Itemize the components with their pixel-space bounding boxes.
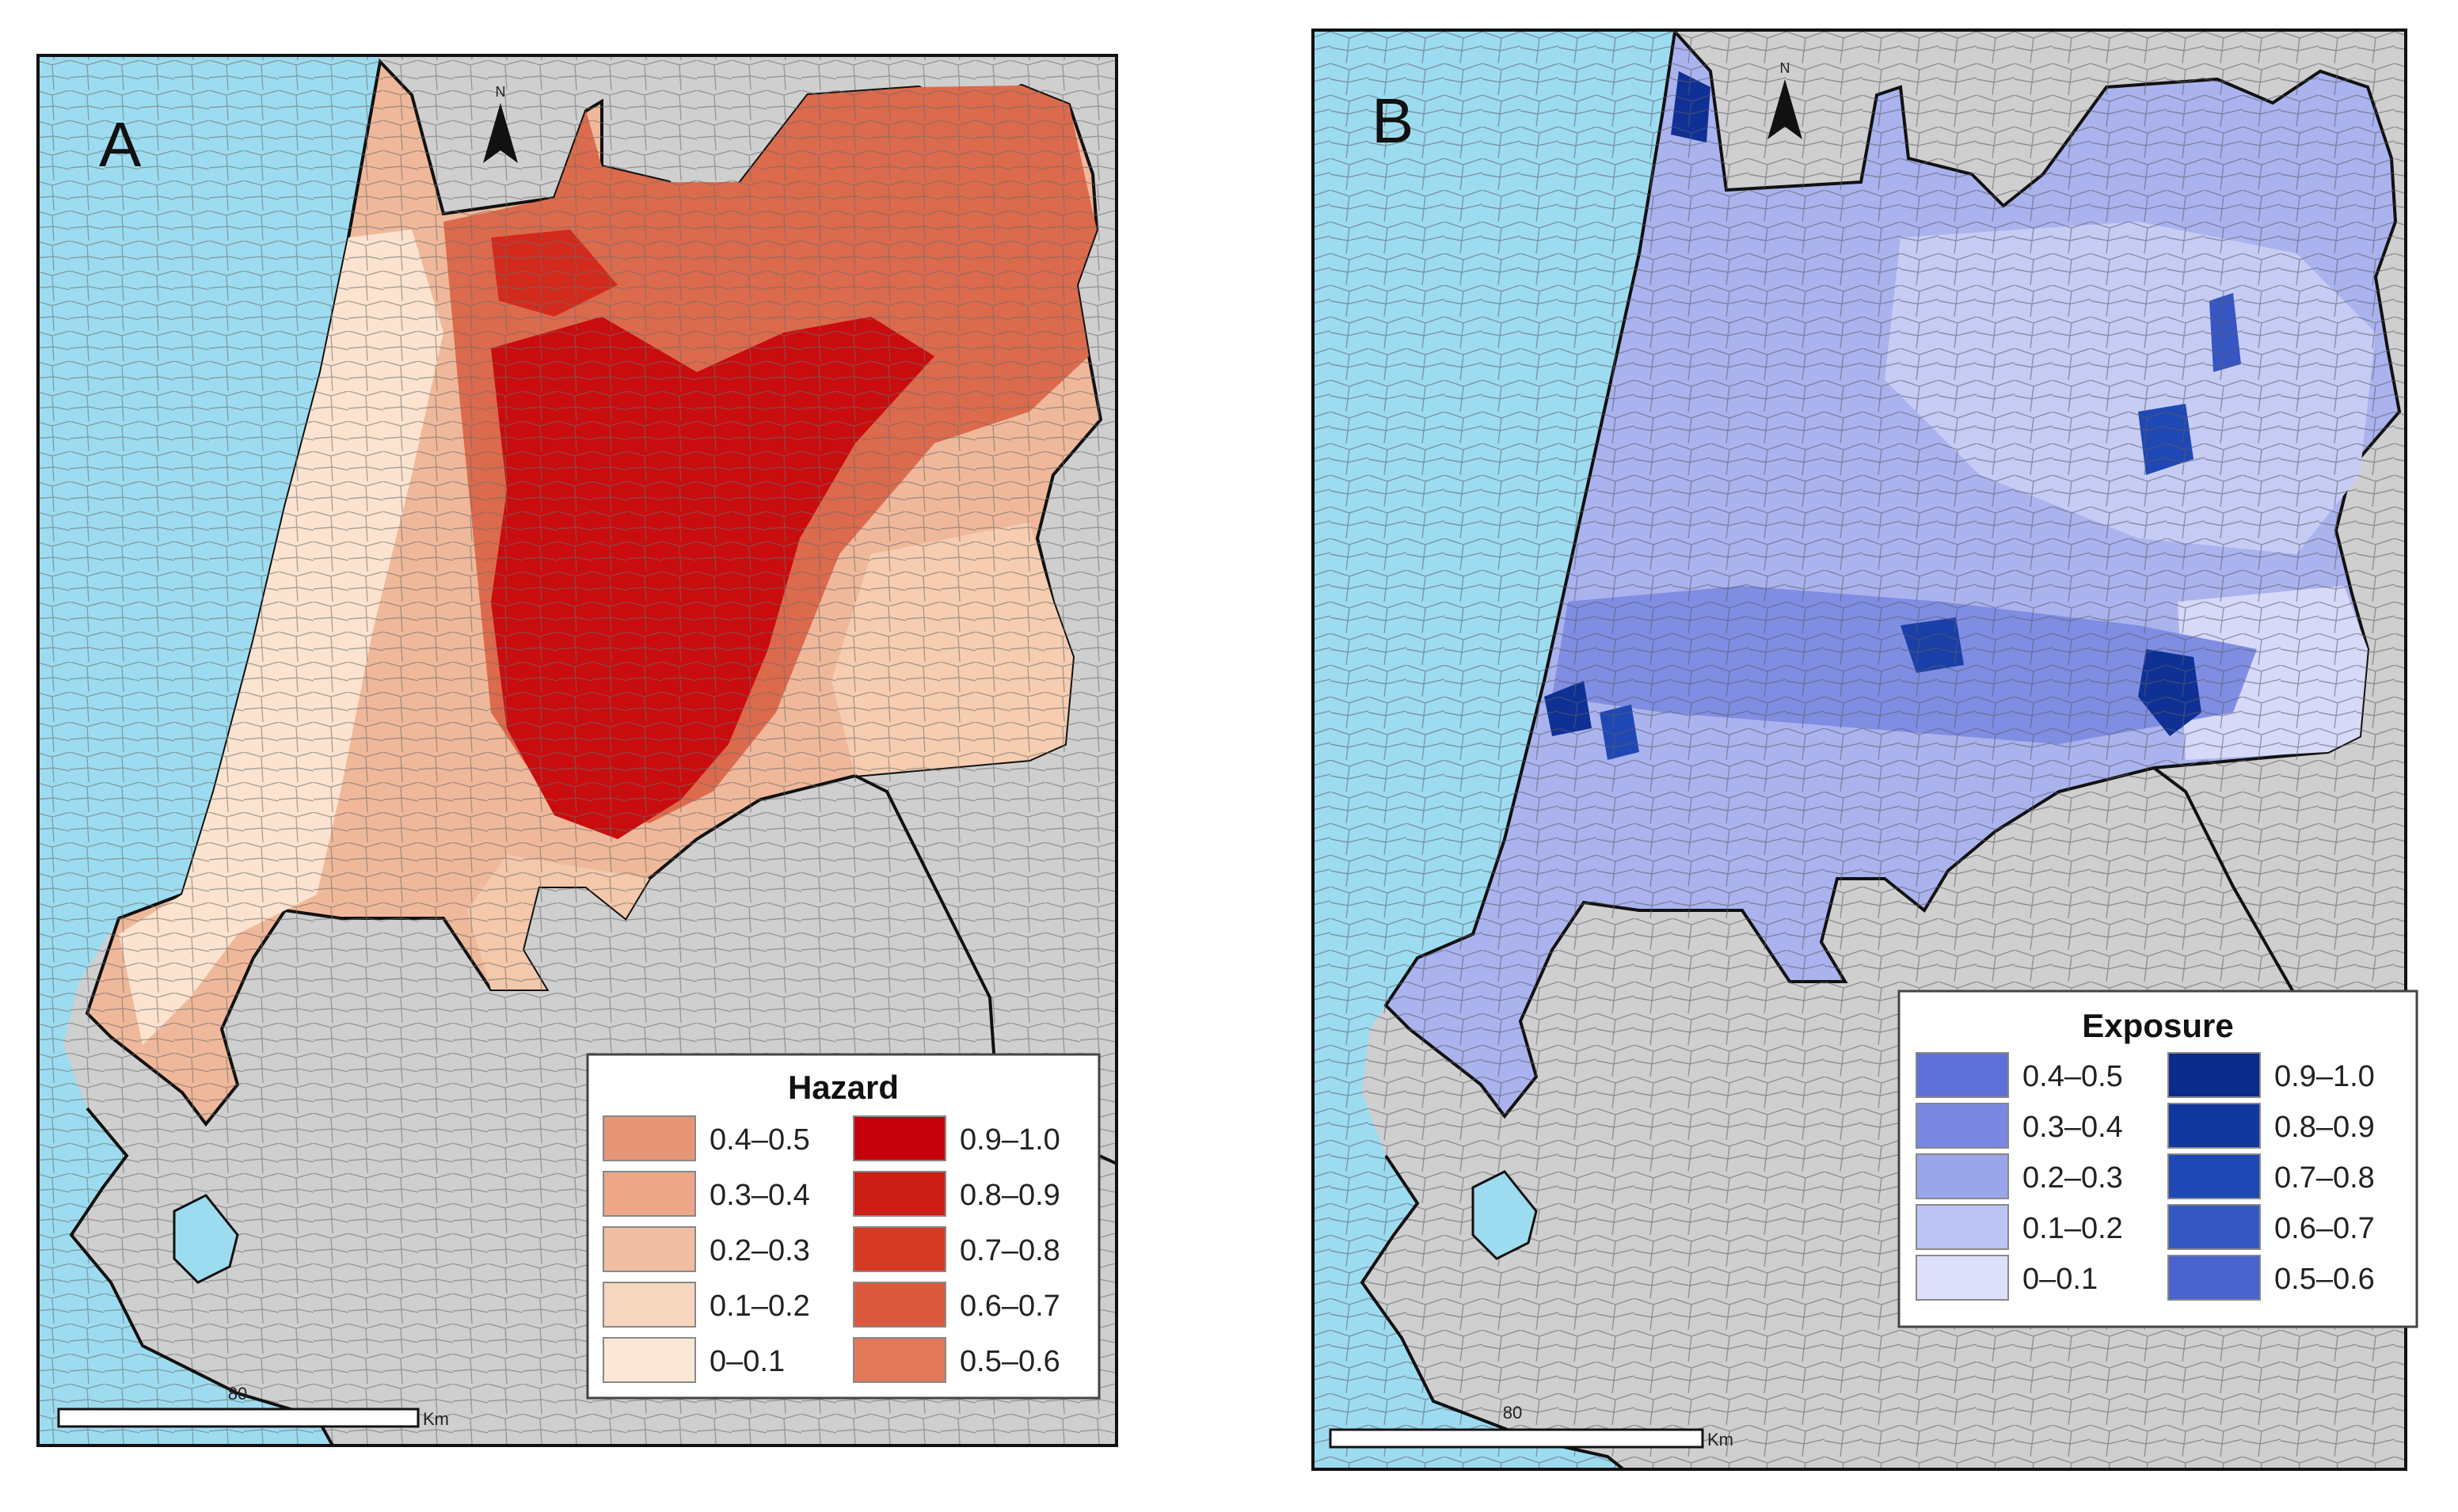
panel-b-scale-value: 80: [1503, 1403, 1522, 1423]
panel-b-legend-swatch-left-1: [1916, 1103, 2009, 1149]
panel-b-legend-swatch-left-2: [1916, 1153, 2009, 1199]
panel-a-estuary: [173, 1194, 239, 1284]
panel-b-north-letter: N: [1780, 60, 1790, 76]
panel-a-legend-label-left-4: 0–0.1: [710, 1345, 785, 1378]
panel-b-legend-swatch-right-3: [2167, 1204, 2261, 1250]
panel-a-legend-swatch-right-3: [853, 1282, 946, 1328]
panel-a-scale-unit: Km: [423, 1409, 449, 1429]
panel-a-legend-swatch-right-2: [853, 1226, 946, 1272]
panel-a-legend-label-right-1: 0.8–0.9: [960, 1179, 1060, 1212]
panel-a-scale-value: 80: [228, 1384, 247, 1404]
panel-a-legend-swatch-right-4: [853, 1337, 946, 1383]
panel-a-legend-left-column: 0.4–0.5 0.3–0.4 0.2–0.3 0.1–0.2 0–0.1: [603, 1115, 810, 1383]
panel-b-estuary: [1471, 1170, 1538, 1260]
panel-b-legend-label-right-4: 0.5–0.6: [2274, 1263, 2375, 1296]
panel-b-legend-label-right-1: 0.8–0.9: [2274, 1111, 2375, 1144]
panel-b-legend-swatch-right-0: [2167, 1052, 2261, 1098]
panel-b-legend-label-right-0: 0.9–1.0: [2274, 1060, 2375, 1093]
panel-b-legend-label-left-1: 0.3–0.4: [2022, 1111, 2123, 1144]
panel-a-legend-swatch-left-1: [603, 1171, 696, 1217]
panel-b-legend-label-left-4: 0–0.1: [2022, 1263, 2098, 1296]
panel-a-frame: [36, 54, 1118, 1447]
panel-b-legend-label-right-3: 0.6–0.7: [2274, 1212, 2375, 1245]
panel-b-legend-swatch-right-2: [2167, 1153, 2261, 1199]
panel-a-north-letter: N: [496, 84, 506, 100]
panel-a-legend-swatch-right-0: [853, 1115, 946, 1161]
panel-a-legend-swatch-left-0: [603, 1115, 696, 1161]
panel-a-legend-swatch-left-4: [603, 1337, 696, 1383]
panel-a-legend-title: Hazard: [788, 1069, 899, 1106]
panel-a-legend-swatch-left-2: [603, 1226, 696, 1272]
panel-a-legend-label-left-2: 0.2–0.3: [710, 1234, 810, 1267]
panel-a-map: [38, 55, 1117, 1446]
panel-a-legend-swatch-left-3: [603, 1282, 696, 1328]
panel-b-legend-label-right-2: 0.7–0.8: [2274, 1161, 2375, 1195]
panel-b-legend-label-left-3: 0.1–0.2: [2022, 1212, 2123, 1245]
panel-b-map: [1313, 30, 2406, 1469]
panel-b-legend-swatch-left-4: [1916, 1255, 2009, 1301]
panel-a-legend-label-right-4: 0.5–0.6: [960, 1345, 1060, 1378]
panel-b-frame: [1311, 28, 2407, 1471]
panel-b-legend-swatch-right-1: [2167, 1103, 2261, 1149]
panel-a-scale-bar: 80 Km: [57, 1384, 449, 1429]
panel-b-legend-swatch-left-0: [1916, 1052, 2009, 1098]
panel-b-label: B: [1372, 85, 1414, 156]
panel-a-legend-label-left-3: 0.1–0.2: [710, 1290, 810, 1323]
panel-b-legend-title: Exposure: [2082, 1007, 2233, 1044]
panel-a-legend-label-left-0: 0.4–0.5: [710, 1123, 810, 1157]
panel-b-legend-swatch-right-4: [2167, 1255, 2261, 1301]
panel-b-legend-swatch-left-3: [1916, 1204, 2009, 1250]
panel-b-scale-bar: 80 Km: [1329, 1403, 1733, 1449]
panel-b-legend: Exposure 0.4–0.5 0.3–0.4 0.2–0.3 0.1–0.2 0–0…: [1897, 990, 2418, 1328]
panel-b-coastline: [1360, 1154, 1625, 1469]
panel-b-legend-label-left-2: 0.2–0.3: [2022, 1161, 2123, 1195]
panel-b-legend-left-column: 0.4–0.5 0.3–0.4 0.2–0.3 0.1–0.2 0–0.1: [1916, 1052, 2123, 1301]
panel-b-north-arrow: N: [1767, 60, 1802, 139]
panel-b-legend-label-left-0: 0.4–0.5: [2022, 1060, 2123, 1093]
panel-a-legend: Hazard 0.4–0.5 0.3–0.4 0.2–0.3 0.1–0.2 0–0.1…: [586, 1053, 1101, 1400]
panel-a-north-arrow: N: [483, 84, 518, 163]
panel-a-legend-swatch-right-1: [853, 1171, 946, 1217]
panel-a-legend-label-left-1: 0.3–0.4: [710, 1179, 810, 1212]
panel-a-legend-label-right-3: 0.6–0.7: [960, 1290, 1060, 1323]
panel-a-legend-right-column: 0.9–1.0 0.8–0.9 0.7–0.8 0.6–0.7 0.5–0.6: [853, 1115, 1060, 1383]
panel-a-legend-label-right-2: 0.7–0.8: [960, 1234, 1060, 1267]
panel-b-scale-unit: Km: [1707, 1430, 1733, 1449]
panel-b-legend-right-column: 0.9–1.0 0.8–0.9 0.7–0.8 0.6–0.7 0.5–0.6: [2167, 1052, 2375, 1301]
panel-a-label: A: [99, 109, 142, 180]
panel-a-legend-label-right-0: 0.9–1.0: [960, 1123, 1060, 1157]
